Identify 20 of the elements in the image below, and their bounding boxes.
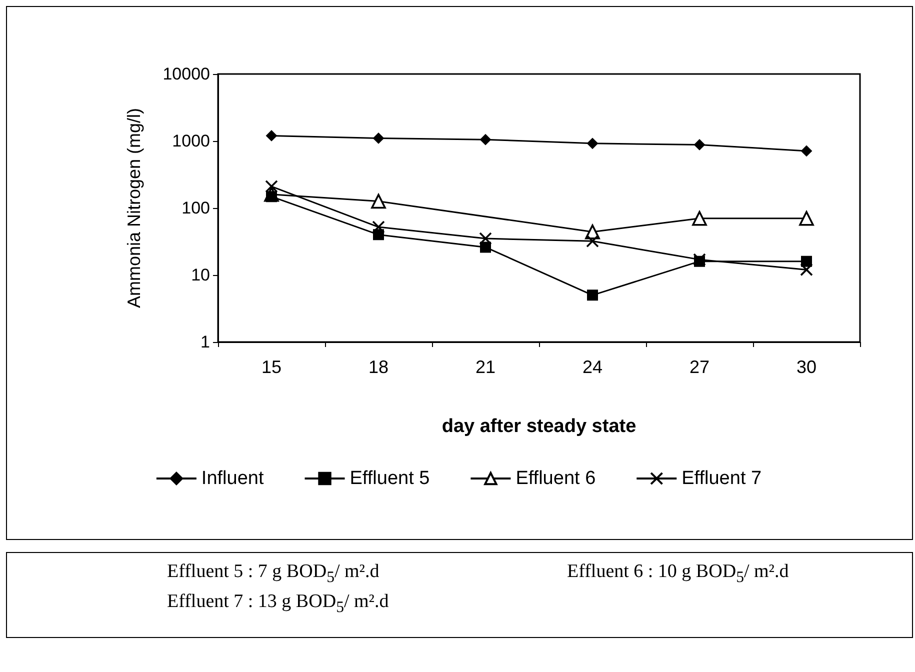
- x-tick-label: 18: [368, 357, 389, 377]
- x-tick-label: 15: [261, 357, 282, 377]
- y-tick-label: 10000: [162, 64, 210, 84]
- y-tick-label: 1: [200, 332, 210, 352]
- text: Effluent 7 : 13 g BOD$_{5}$/ m².d: [167, 591, 389, 617]
- x-tick-label: 30: [796, 357, 817, 377]
- y-tick-label: 1000: [172, 132, 210, 150]
- text: Effluent 6 : 10 g BOD$_{5}$/ m².d: [567, 561, 789, 587]
- y-tick-label: 10: [191, 266, 210, 284]
- text: Effluent 5 : 7 g BOD$_{5}$/ m².d: [167, 561, 380, 587]
- y-axis-title: Ammonia Nitrogen (mg/l): [124, 108, 144, 308]
- legend-label: Influent: [201, 468, 264, 489]
- legend-label: Effluent 7: [682, 468, 762, 489]
- x-tick-label: 21: [475, 357, 496, 377]
- legend-label: Effluent 6: [516, 468, 596, 489]
- x-tick-label: 27: [689, 357, 710, 377]
- legend-label: Effluent 5: [350, 468, 430, 489]
- y-tick-label: 100: [182, 198, 210, 218]
- x-axis-title: day after steady state: [442, 416, 636, 437]
- x-tick-label: 24: [582, 357, 603, 377]
